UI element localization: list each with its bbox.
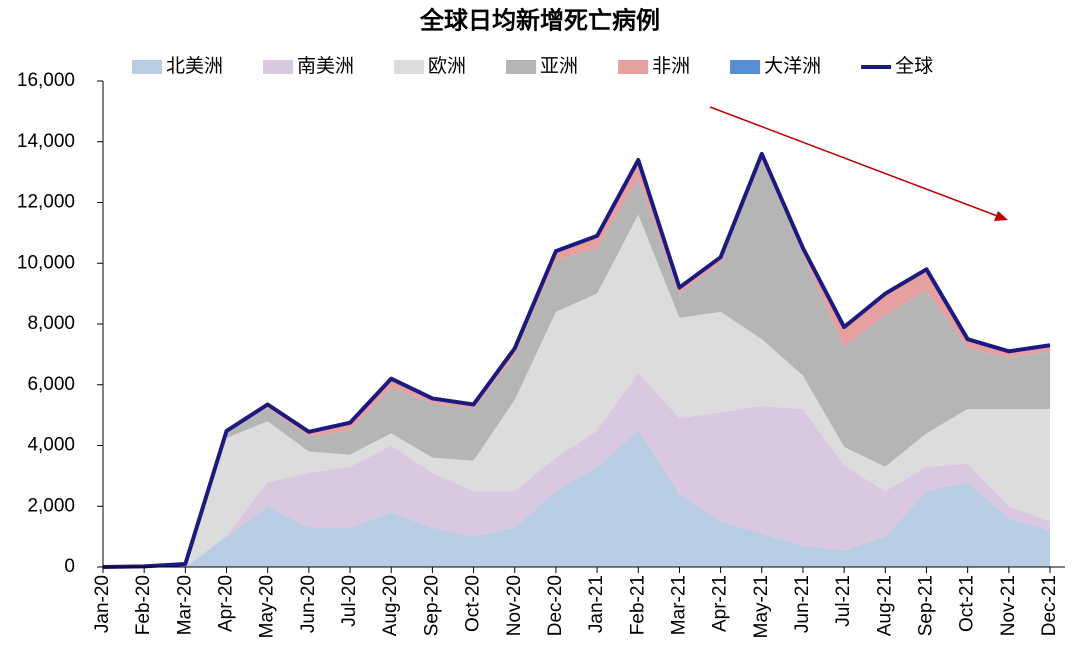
legend-label: 南美洲 [297,55,354,77]
x-tick-label: Apr-20 [216,575,237,632]
total-line [102,151,1051,569]
legend-label: 亚洲 [540,56,578,77]
y-tick-label: 2,000 [27,495,75,516]
area [103,372,1050,567]
legend-swatch [263,60,294,74]
x-tick-label: Jun-21 [792,575,813,633]
legend-swatch [730,60,761,74]
legend-swatch [394,60,425,74]
y-tick-label: 0 [64,556,75,577]
x-tick-label: Jul-21 [833,575,854,627]
x-tick-label: Feb-20 [133,575,154,635]
x-tick-label: May-21 [751,575,772,638]
legend-swatch [618,60,649,74]
x-tick-label: Jan-21 [586,575,607,633]
y-tick-label: 10,000 [17,252,75,273]
x-tick-label: Feb-21 [627,575,648,635]
legend-swatch [506,60,537,74]
x-tick-label: Jun-20 [298,575,319,633]
x-tick-label: Nov-21 [998,575,1019,636]
x-tick-label: Sep-21 [915,575,936,636]
y-tick-label: 8,000 [27,313,75,334]
x-tick-label: Mar-20 [174,575,195,635]
x-tick-label: Mar-21 [668,575,689,635]
legend-label: 北美洲 [166,55,223,77]
y-tick-label: 12,000 [17,192,75,213]
legend-label: 大洋洲 [764,55,821,77]
x-tick-label: Oct-21 [957,575,978,632]
x-tick-label: Aug-21 [874,575,895,636]
x-tick-label: Oct-20 [463,575,484,632]
plot [102,151,1051,569]
chart-title: 全球日均新增死亡病例 [419,6,660,34]
x-tick-label: Sep-20 [421,575,442,636]
y-tick-label: 4,000 [27,435,75,456]
legend-swatch [132,60,162,74]
x-tick-label: Aug-20 [380,575,401,636]
x-tick-label: Dec-20 [545,575,566,636]
legend-label: 非洲 [652,55,690,77]
x-tick-label: Jan-20 [92,575,113,633]
trend-arrow [709,106,1001,218]
y-tick-label: 14,000 [17,131,75,152]
y-tick-label: 6,000 [27,374,75,395]
x-tick-label: Nov-20 [504,575,525,636]
legend-label: 欧洲 [428,55,466,77]
trend-arrow-head [994,211,1008,221]
area [103,430,1050,567]
x-tick-label: May-20 [257,575,278,638]
y-tick-label: 16,000 [17,70,75,91]
area [103,214,1050,567]
x-tick-label: Jul-20 [339,575,360,627]
legend-label: 全球 [895,55,933,77]
x-tick-label: Apr-21 [710,575,731,632]
x-tick-label: Dec-21 [1039,575,1060,636]
